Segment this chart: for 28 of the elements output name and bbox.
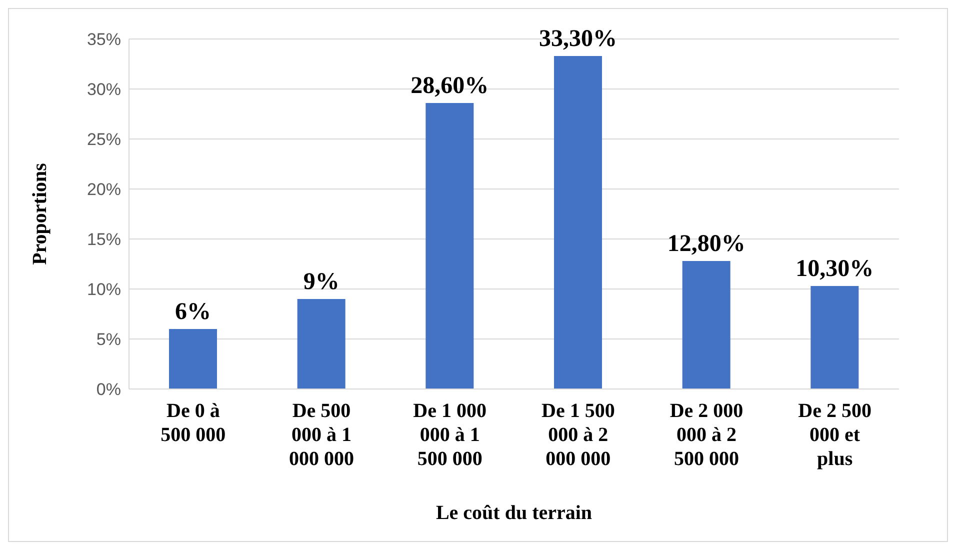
- y-tick-label: 0%: [96, 380, 121, 400]
- x-tick-label: De 0 à 500 000: [160, 400, 226, 446]
- y-tick-label: 5%: [96, 330, 121, 350]
- bar: [297, 299, 346, 389]
- y-tick-label: 10%: [86, 280, 121, 300]
- bar: [554, 56, 602, 389]
- y-axis-title: Proportions: [29, 162, 52, 265]
- y-tick-label: 20%: [86, 180, 121, 200]
- data-label: 12,80%: [667, 231, 746, 257]
- x-tick-label: De 2 500 000 et plus: [798, 400, 872, 470]
- y-tick-label: 25%: [86, 130, 121, 150]
- x-axis-title: Le coût du terrain: [436, 502, 592, 524]
- bar: [682, 261, 730, 389]
- data-label: 28,60%: [410, 73, 489, 99]
- x-tick-label: De 1 000 000 à 1 500 000: [413, 400, 486, 470]
- y-tick-label: 30%: [86, 80, 121, 100]
- bar: [810, 286, 859, 389]
- x-tick-label: De 2 000 000 à 2 500 000: [670, 400, 744, 470]
- x-tick-label: De 1 500 000 à 2 000 000: [542, 400, 615, 470]
- bar: [169, 329, 217, 389]
- data-label: 33,30%: [539, 26, 617, 52]
- data-label: 10,30%: [796, 256, 874, 282]
- data-label: 9%: [303, 269, 340, 295]
- y-tick-label: 15%: [86, 230, 121, 250]
- bar: [426, 103, 474, 389]
- x-tick-label: De 500 000 à 1 000 000: [289, 400, 354, 470]
- y-tick-label: 35%: [86, 30, 121, 50]
- data-label: 6%: [175, 299, 211, 325]
